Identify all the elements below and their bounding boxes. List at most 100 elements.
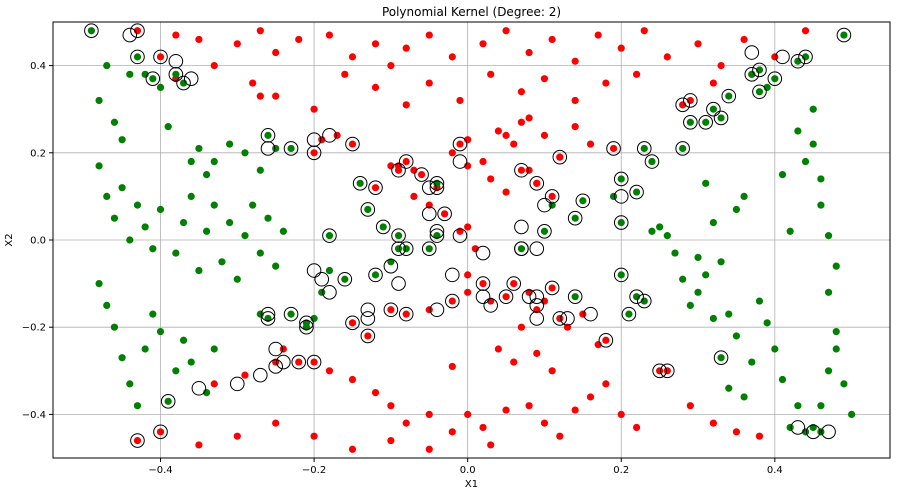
data-point (402, 101, 410, 109)
data-point (348, 445, 357, 453)
data-point (786, 423, 794, 432)
support-vector-ring (683, 93, 698, 108)
data-point (617, 218, 625, 227)
support-vector-ring (452, 228, 468, 243)
data-point (763, 319, 771, 327)
support-vector-ring (299, 315, 314, 331)
support-vector-ring (613, 267, 629, 283)
support-vector-ring (452, 154, 468, 169)
data-point (617, 271, 625, 279)
data-point (141, 345, 149, 353)
support-vector-ring (636, 141, 652, 156)
data-point (310, 105, 318, 113)
data-point (256, 92, 264, 100)
data-point (732, 205, 741, 214)
support-vector-ring (130, 23, 145, 39)
support-vector-rings (84, 23, 852, 448)
support-vector-ring (429, 228, 445, 243)
support-vector-ring (529, 298, 545, 313)
support-vector-ring (130, 433, 145, 448)
support-vector-ring (429, 176, 445, 191)
support-vector-ring (306, 145, 322, 161)
support-vector-ring (260, 141, 276, 156)
data-point (702, 118, 710, 126)
data-point (533, 179, 541, 187)
support-vector-ring (675, 97, 690, 113)
data-point (371, 389, 380, 397)
data-point (656, 367, 664, 375)
data-point (187, 157, 195, 166)
data-point (118, 184, 126, 192)
data-point (103, 62, 111, 70)
data-point (502, 188, 510, 196)
data-point (464, 271, 472, 279)
support-vector-ring (421, 180, 437, 195)
data-point (210, 201, 218, 209)
data-point (694, 253, 702, 262)
data-point (379, 223, 387, 231)
data-point (640, 144, 648, 153)
data-point (525, 114, 533, 122)
data-point (456, 96, 464, 105)
support-vector-ring (567, 289, 583, 304)
data-point (571, 96, 579, 105)
data-point (195, 266, 203, 275)
data-point (172, 367, 180, 375)
data-point (371, 184, 380, 192)
data-point (502, 27, 510, 35)
data-point (548, 35, 556, 44)
data-point (95, 280, 103, 288)
data-point (425, 79, 433, 87)
data-point (249, 201, 257, 209)
data-point (133, 402, 142, 410)
data-point (156, 327, 165, 336)
data-point (95, 162, 103, 170)
data-point (832, 345, 840, 353)
support-vector-ring (445, 267, 460, 283)
data-point (679, 275, 687, 283)
support-vector-ring (337, 271, 353, 287)
data-point (778, 375, 787, 384)
data-point (679, 144, 687, 153)
data-point (325, 266, 334, 275)
data-point (479, 280, 487, 288)
support-vector-ring (683, 114, 698, 130)
data-point (425, 410, 433, 418)
support-vector-ring (660, 363, 675, 379)
support-vector-ring (421, 241, 437, 257)
support-vector-ring (322, 228, 337, 243)
data-point (556, 432, 564, 440)
data-point (663, 53, 671, 61)
support-vector-ring (368, 180, 383, 195)
data-point (824, 288, 833, 296)
data-point (256, 27, 264, 35)
support-vector-ring (345, 315, 360, 331)
support-vector-ring (368, 267, 383, 283)
data-point (586, 140, 595, 148)
y-tick-label: 0.4 (30, 61, 46, 72)
support-vector-ring (421, 206, 437, 222)
support-vector-ring (345, 136, 360, 152)
data-point (801, 27, 810, 35)
support-vector-ring (268, 341, 283, 357)
data-point (195, 441, 203, 449)
data-point (394, 232, 403, 240)
data-point (103, 301, 111, 309)
data-point (717, 354, 725, 362)
data-point (156, 428, 165, 436)
data-point (571, 57, 579, 65)
support-vector-ring (537, 223, 552, 239)
data-point (272, 144, 280, 153)
data-point (156, 205, 165, 214)
support-vector-ring (706, 101, 721, 117)
support-vector-ring (644, 154, 660, 169)
support-vector-ring (483, 298, 498, 313)
data-point (218, 258, 226, 266)
support-vector-ring (291, 354, 307, 370)
data-point (740, 192, 748, 200)
data-point (402, 245, 410, 253)
data-point (348, 375, 357, 384)
data-point (202, 171, 211, 179)
data-point (179, 336, 188, 344)
data-point (778, 171, 787, 179)
